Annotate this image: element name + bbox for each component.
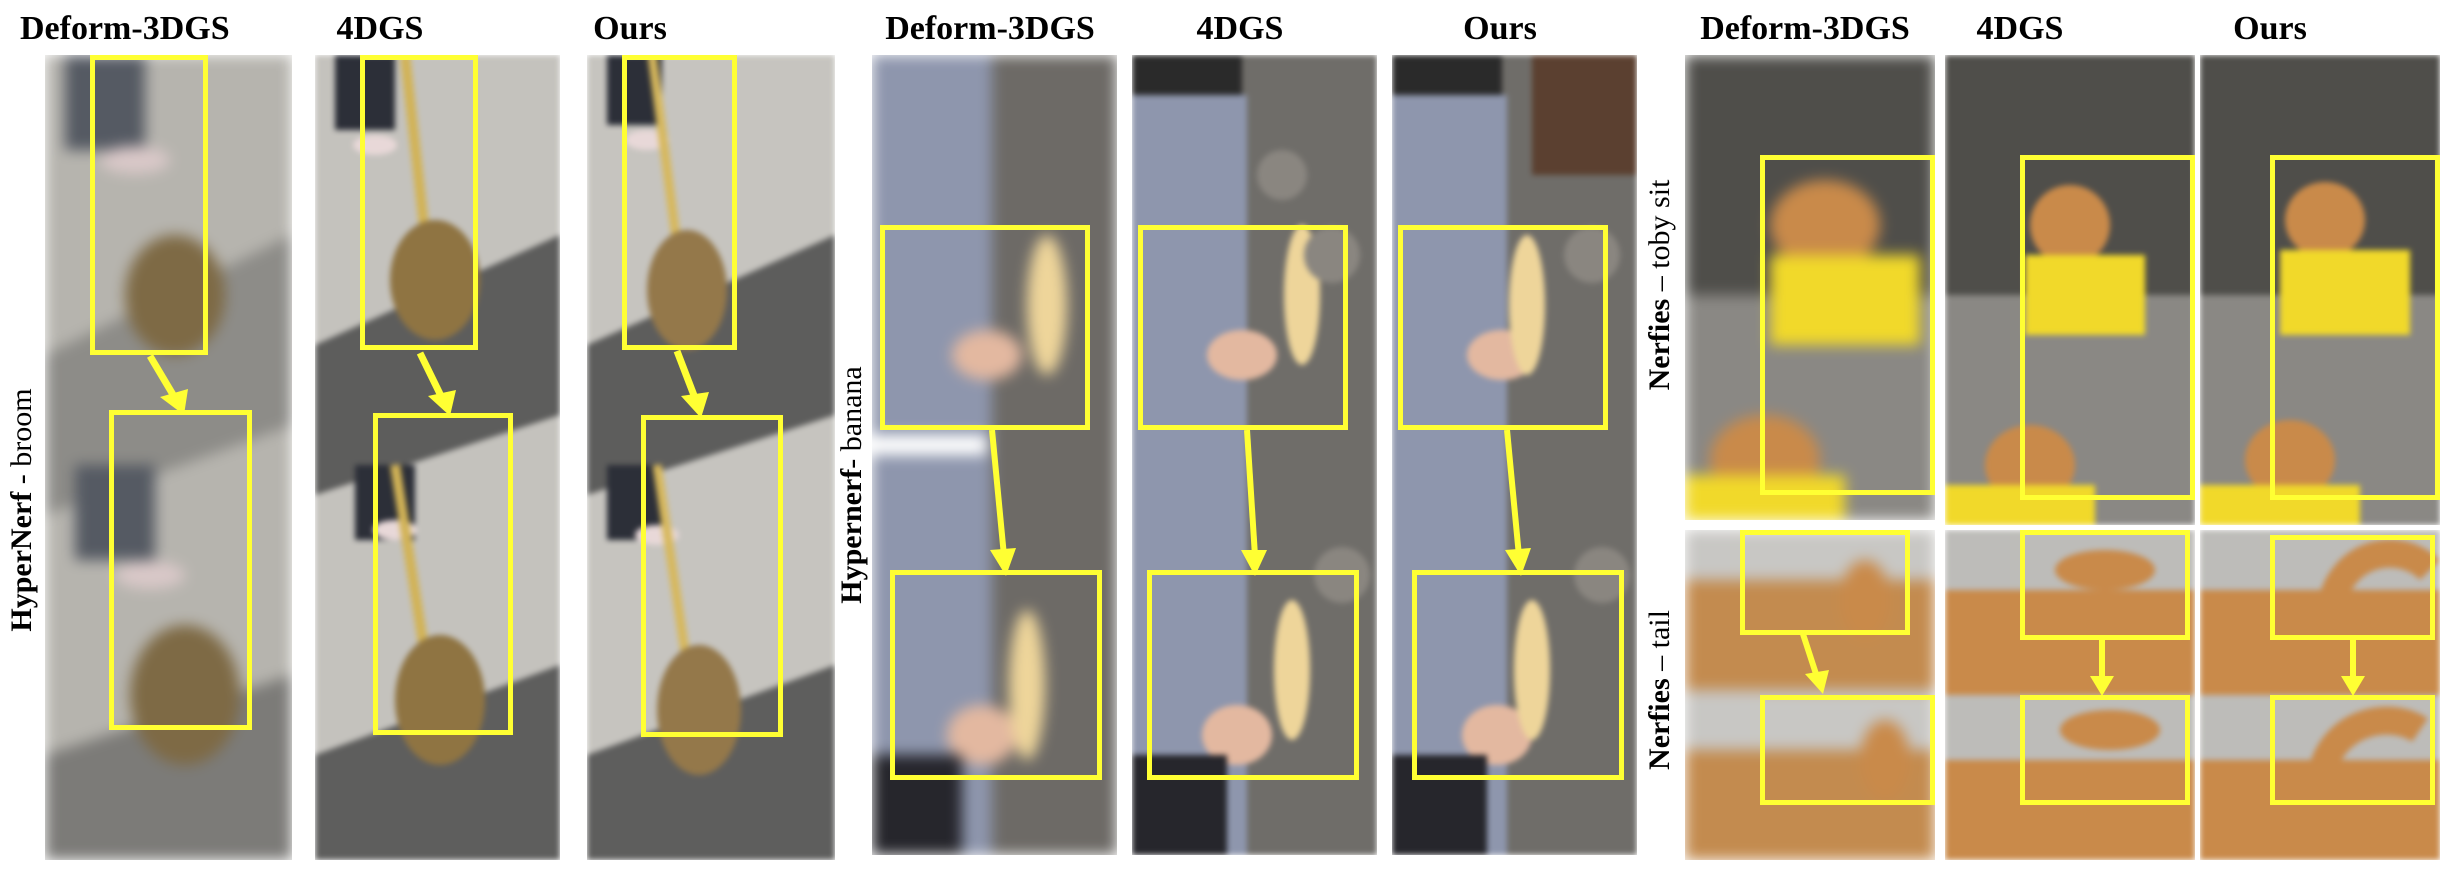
arrow-icon (146, 354, 188, 415)
arrow-icon (2090, 640, 2114, 696)
column-header-4dgs: 4DGS (1976, 10, 2064, 47)
arrow-icon (1241, 429, 1267, 576)
banana-scene-illustration (1392, 55, 1637, 855)
zoom-box (2270, 695, 2435, 805)
column-header-ours: Ours (1463, 10, 1537, 47)
column-header-ours: Ours (593, 10, 667, 47)
zoom-box (109, 410, 252, 730)
row-method: Nerfies (1643, 678, 1676, 770)
broom-image-deform-3dgs (45, 55, 292, 860)
broom-scene-illustration (315, 55, 560, 860)
column-header-deform-3dgs: Deform-3DGS (1700, 10, 1910, 47)
dog-scene-illustration (1685, 55, 1935, 520)
row-method: HyperNerf (5, 491, 38, 632)
row-label-hypernerf-broom: HyperNerf - broom (5, 388, 39, 631)
broom-image-4dgs (315, 55, 560, 860)
zoom-box (2020, 695, 2190, 805)
zoom-box (2270, 155, 2440, 500)
tail-image-ours (2200, 530, 2440, 860)
arrow-icon (416, 351, 456, 416)
zoom-box (360, 55, 478, 350)
row-label-hypernerf-banana: Hypernerf- banana (835, 366, 869, 603)
dog-tail-illustration (1685, 530, 1935, 860)
zoom-box (2020, 155, 2195, 500)
toby-sit-image-4dgs (1945, 55, 2195, 525)
column-header-4dgs: 4DGS (1196, 10, 1284, 47)
arrow-icon (989, 429, 1016, 576)
row-label-nerfies-tail: Nerfies – tail (1643, 610, 1677, 770)
zoom-box (1760, 155, 1935, 495)
tail-image-deform-3dgs (1685, 530, 1935, 860)
dog-scene-illustration (1945, 55, 2195, 525)
zoom-box (1138, 225, 1348, 430)
row-method: Nerfies (1643, 298, 1676, 391)
zoom-box (641, 415, 783, 737)
banana-scene-illustration (1132, 55, 1377, 855)
broom-image-ours (587, 55, 835, 860)
column-header-ours: Ours (2233, 10, 2307, 47)
arrow-icon (1504, 429, 1531, 576)
zoom-box (1412, 570, 1624, 780)
zoom-box (1398, 225, 1608, 430)
zoom-box (880, 225, 1090, 430)
row-separator: - (835, 451, 868, 469)
zoom-box (90, 55, 208, 355)
broom-scene-illustration (587, 55, 835, 860)
arrow-icon (673, 349, 709, 418)
zoom-box (890, 570, 1102, 780)
column-header-deform-3dgs: Deform-3DGS (20, 10, 230, 47)
row-scene: tail (1643, 610, 1676, 649)
row-separator: – (1643, 268, 1676, 299)
row-separator: – (1643, 648, 1676, 679)
zoom-box (2020, 530, 2190, 640)
row-scene: toby sit (1643, 179, 1676, 269)
row-scene: banana (835, 366, 868, 452)
zoom-box (1760, 695, 1935, 805)
toby-sit-image-ours (2200, 55, 2440, 525)
arrow-icon (1800, 633, 1829, 694)
dog-scene-illustration (2200, 55, 2440, 525)
row-separator: - (5, 466, 38, 492)
column-header-deform-3dgs: Deform-3DGS (885, 10, 1095, 47)
row-method: Hypernerf (835, 468, 868, 604)
zoom-box (1147, 570, 1359, 780)
column-header-4dgs: 4DGS (336, 10, 424, 47)
toby-sit-image-deform-3dgs (1685, 55, 1935, 520)
row-label-nerfies-toby-sit: Nerfies – toby sit (1643, 180, 1677, 391)
banana-image-ours (1392, 55, 1637, 855)
banana-image-deform-3dgs (872, 55, 1117, 855)
tail-image-4dgs (1945, 530, 2195, 860)
arrow-icon (2341, 640, 2365, 696)
zoom-box (2270, 535, 2435, 640)
zoom-box (373, 413, 513, 735)
zoom-box (1740, 530, 1910, 635)
row-scene: broom (5, 388, 38, 467)
banana-image-4dgs (1132, 55, 1377, 855)
zoom-box (622, 55, 737, 350)
